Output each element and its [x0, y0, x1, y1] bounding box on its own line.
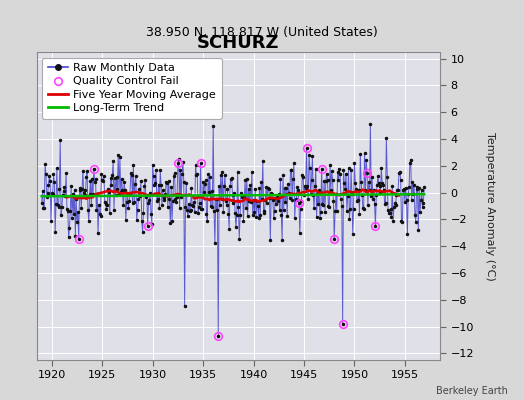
- Legend: Raw Monthly Data, Quality Control Fail, Five Year Moving Average, Long-Term Tren: Raw Monthly Data, Quality Control Fail, …: [42, 58, 222, 119]
- Text: Berkeley Earth: Berkeley Earth: [436, 386, 508, 396]
- Y-axis label: Temperature Anomaly (°C): Temperature Anomaly (°C): [485, 132, 495, 280]
- Text: 38.950 N, 118.817 W (United States): 38.950 N, 118.817 W (United States): [146, 26, 378, 39]
- Title: SCHURZ: SCHURZ: [197, 34, 280, 52]
